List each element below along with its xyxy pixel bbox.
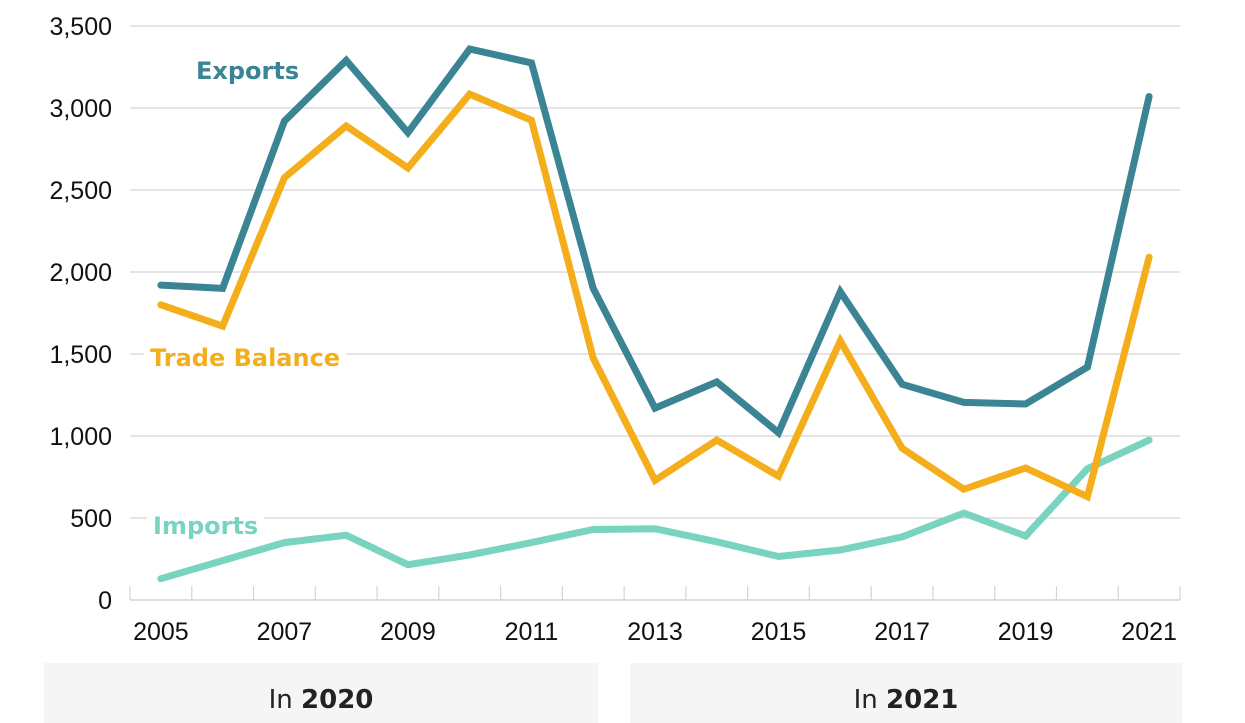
- series-line-trade-balance: [157, 89, 1153, 502]
- series-labels: Exports Trade Balance Imports: [144, 57, 347, 540]
- y-tick-label: 0: [98, 587, 112, 615]
- y-tick-label: 2,000: [49, 259, 112, 287]
- y-tick-label: 2,500: [49, 177, 112, 205]
- series-label-imports: Imports: [153, 512, 258, 540]
- series-line-exports: [157, 45, 1153, 439]
- panel-title: In 2020: [44, 685, 598, 715]
- x-tick-label: 2013: [627, 618, 683, 646]
- series-label-background: [147, 512, 265, 540]
- panel-title: In 2021: [630, 685, 1182, 715]
- x-tick-label: 2011: [505, 618, 559, 646]
- panel-title-year: 2020: [301, 685, 374, 715]
- x-tick-label: 2019: [998, 618, 1054, 646]
- series-label-exports: Exports: [196, 57, 299, 85]
- summary-panel-2021: In 2021: [630, 663, 1182, 723]
- series-line-imports: [157, 436, 1153, 583]
- x-axis: [129, 586, 1181, 601]
- y-tick-label: 500: [70, 505, 112, 533]
- gridlines: [130, 25, 1180, 519]
- y-tick-label: 3,500: [49, 13, 112, 41]
- x-tick-label: 2015: [751, 618, 807, 646]
- y-tick-label: 3,000: [49, 95, 112, 123]
- x-axis-tick-labels: 2005 2007 2009 2011 2013 2015 2017 2019 2021: [133, 618, 1177, 646]
- summary-panel-2020: In 2020: [44, 663, 598, 723]
- y-tick-label: 1,000: [49, 423, 112, 451]
- series-lines: [157, 45, 1153, 583]
- series-label-background: [144, 344, 347, 372]
- x-tick-label: 2021: [1121, 618, 1177, 646]
- y-axis-ticks: 0 500 1,000 1,500 2,000 2,500 3,000 3,500: [49, 13, 112, 615]
- series-label-trade-balance: Trade Balance: [150, 344, 340, 372]
- y-tick-label: 1,500: [49, 341, 112, 369]
- panel-title-prefix: In: [853, 685, 887, 715]
- x-tick-label: 2007: [257, 618, 313, 646]
- x-tick-label: 2005: [133, 618, 189, 646]
- panel-title-prefix: In: [268, 685, 302, 715]
- x-tick-label: 2017: [874, 618, 930, 646]
- panel-title-year: 2021: [886, 685, 959, 715]
- x-tick-label: 2009: [380, 618, 436, 646]
